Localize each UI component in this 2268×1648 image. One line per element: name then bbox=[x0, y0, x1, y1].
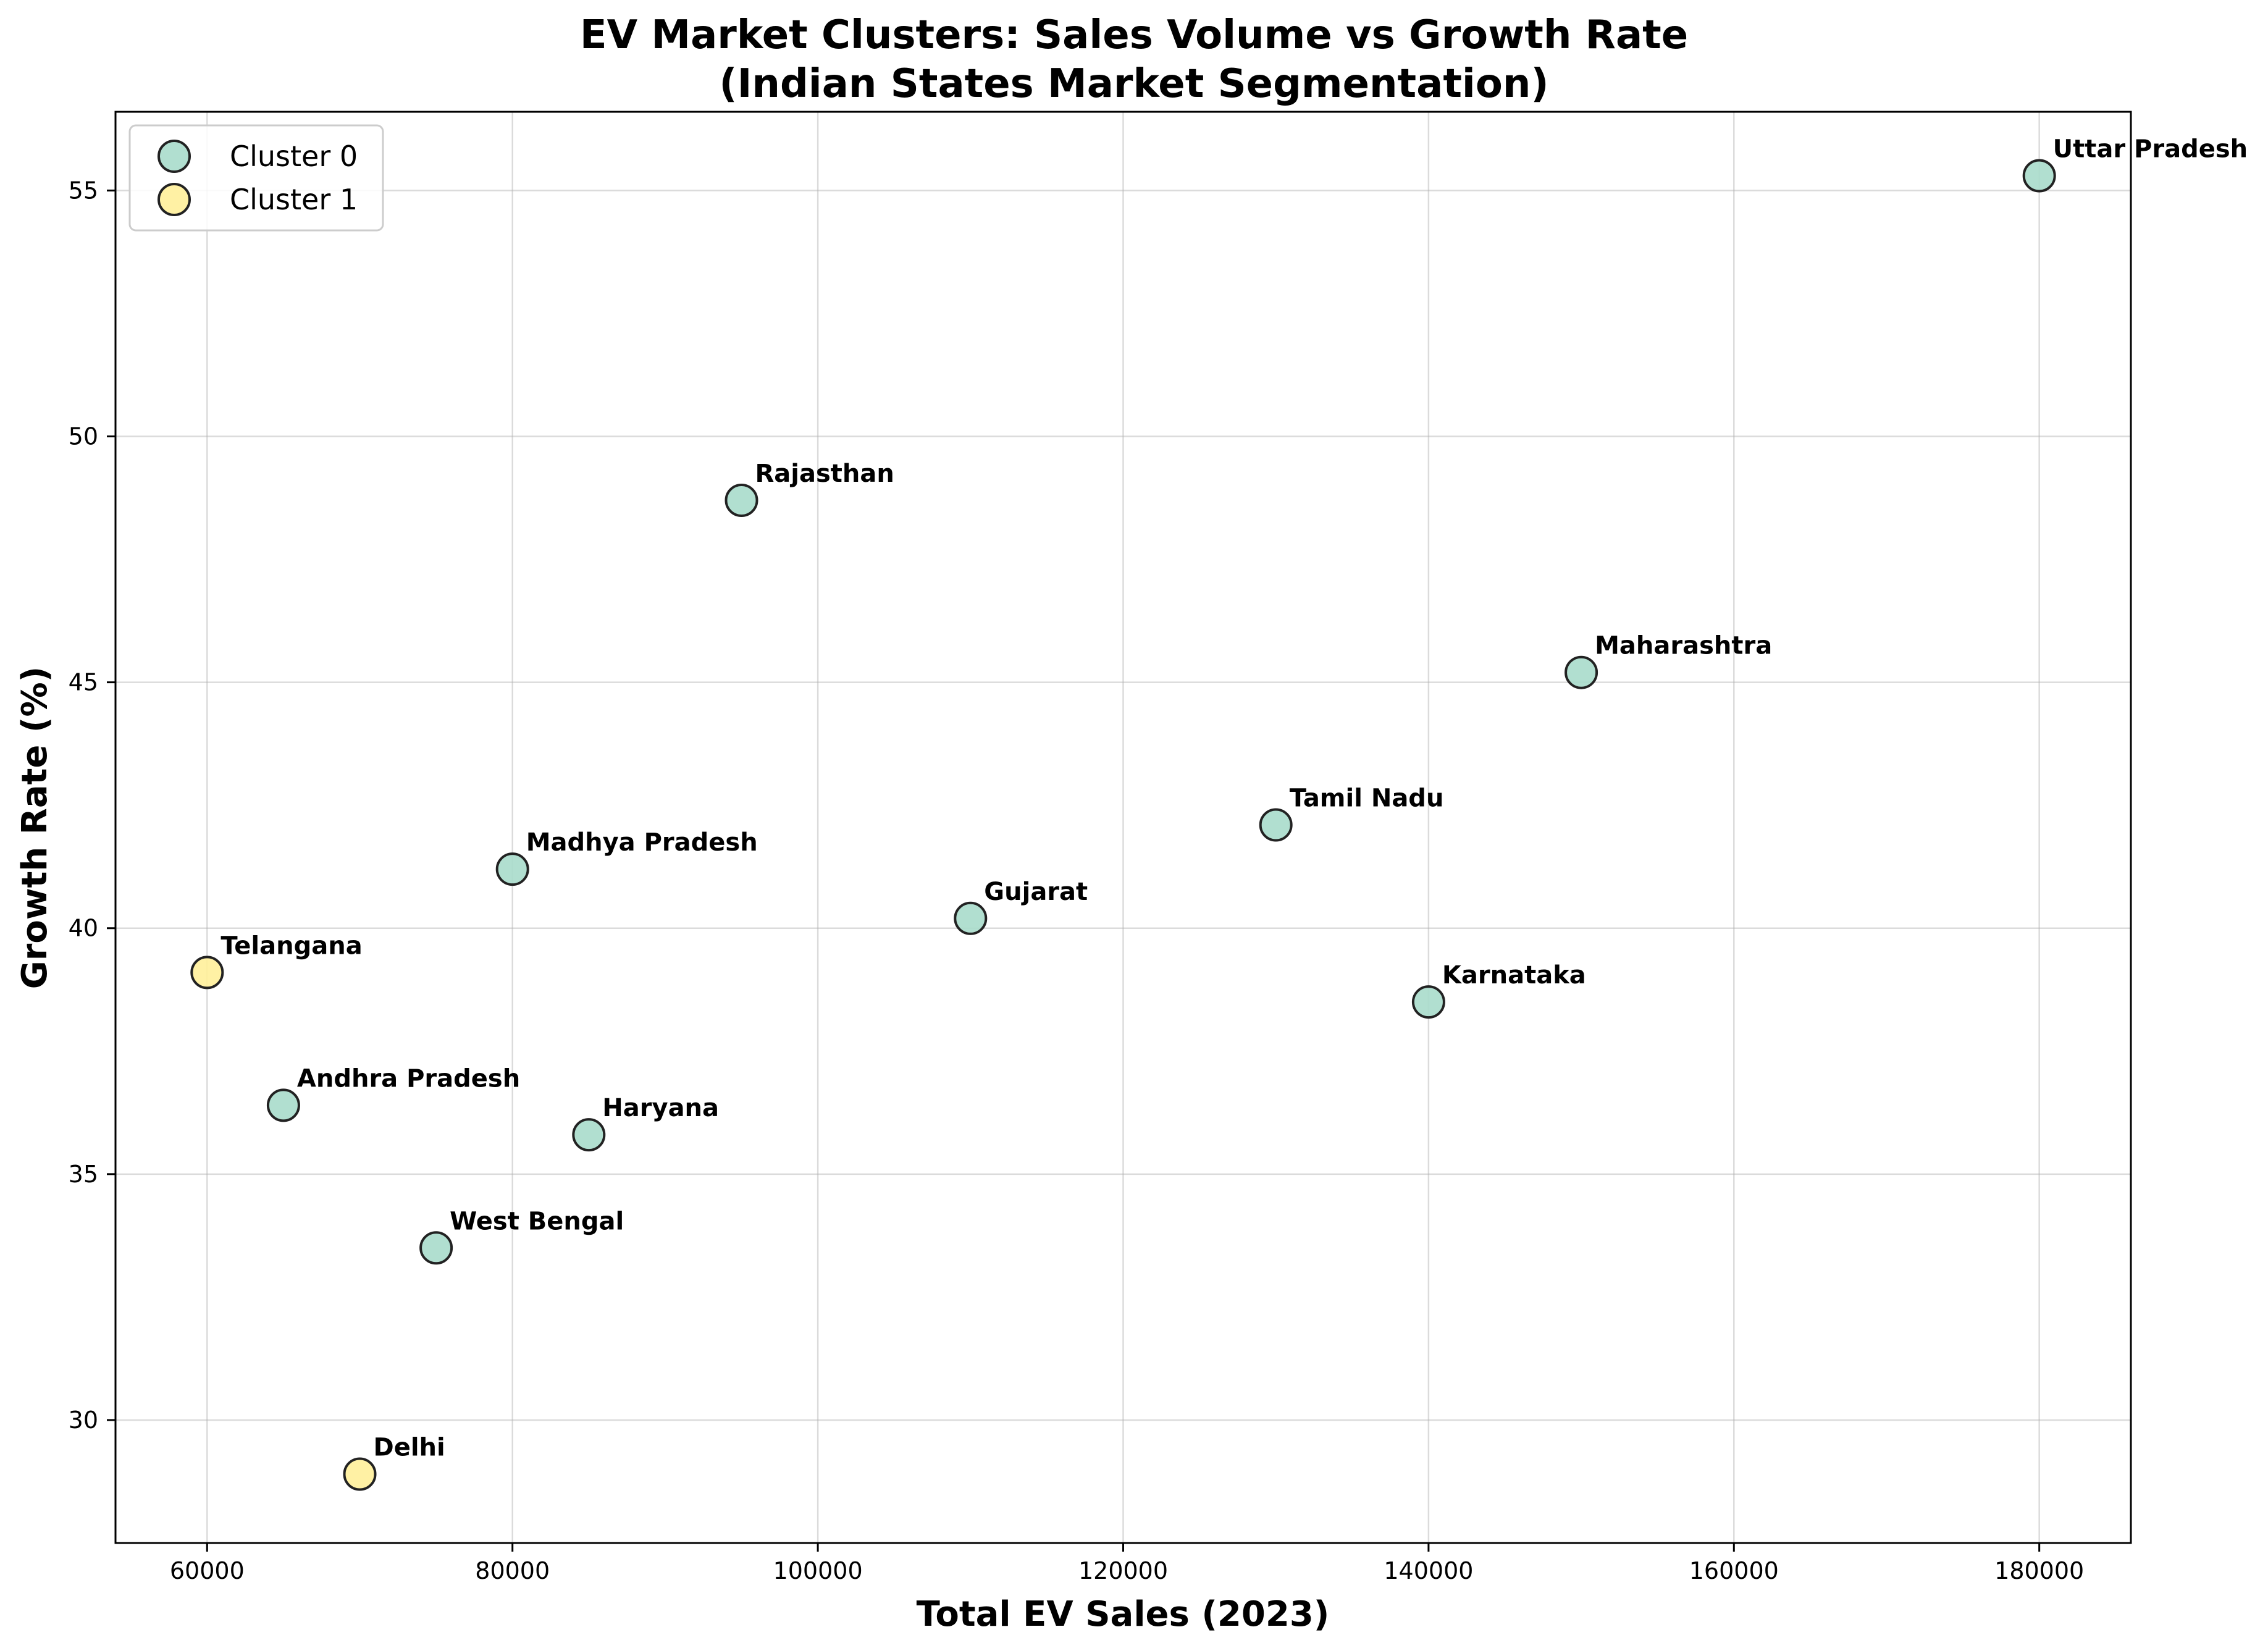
point-label: Haryana bbox=[602, 1094, 719, 1122]
data-point bbox=[419, 1231, 453, 1265]
point-label: West Bengal bbox=[450, 1207, 624, 1235]
x-tick-label: 180000 bbox=[1994, 1557, 2084, 1584]
ticks: 60000 80000 100000 120000 140000 160000 180000… bbox=[69, 177, 2085, 1584]
data-point bbox=[1564, 655, 1598, 689]
x-tick-label: 100000 bbox=[773, 1557, 863, 1584]
x-tick-label: 60000 bbox=[170, 1557, 245, 1584]
data-point bbox=[572, 1118, 606, 1152]
legend-entry-label: Cluster 0 bbox=[230, 140, 358, 173]
x-tick-label: 160000 bbox=[1689, 1557, 1779, 1584]
data-point bbox=[2022, 159, 2056, 193]
x-tick-label: 140000 bbox=[1384, 1557, 1473, 1584]
data-points bbox=[190, 159, 2056, 1491]
point-labels: Uttar Pradesh Rajasthan Maharashtra Tamil N… bbox=[220, 135, 2248, 1462]
data-point bbox=[1411, 985, 1445, 1019]
y-axis-label: Growth Rate (%) bbox=[15, 666, 55, 989]
point-label: Telangana bbox=[220, 931, 362, 960]
point-label: Maharashtra bbox=[1595, 632, 1772, 660]
data-point bbox=[495, 852, 529, 886]
x-axis-label: Total EV Sales (2023) bbox=[917, 1594, 1330, 1634]
data-point bbox=[343, 1457, 377, 1491]
point-label: Karnataka bbox=[1442, 961, 1586, 990]
data-point bbox=[954, 901, 988, 935]
x-tick-label: 80000 bbox=[475, 1557, 550, 1584]
legend-marker bbox=[158, 183, 191, 216]
y-tick-label: 30 bbox=[69, 1406, 98, 1434]
x-tick-label: 120000 bbox=[1078, 1557, 1168, 1584]
legend-entry-label: Cluster 1 bbox=[230, 183, 358, 216]
point-label: Uttar Pradesh bbox=[2053, 135, 2248, 164]
data-point bbox=[724, 484, 758, 518]
legend: Cluster 0 Cluster 1 bbox=[128, 124, 384, 232]
data-point bbox=[190, 956, 224, 990]
data-point bbox=[266, 1088, 300, 1122]
y-tick-label: 40 bbox=[69, 915, 98, 942]
chart-subtitle: (Indian States Market Segmentation) bbox=[719, 61, 1548, 107]
legend-marker bbox=[158, 140, 191, 173]
point-label: Tamil Nadu bbox=[1290, 784, 1444, 813]
grid bbox=[116, 112, 2131, 1543]
y-tick-label: 45 bbox=[69, 669, 98, 696]
point-label: Delhi bbox=[374, 1434, 445, 1462]
data-point bbox=[1259, 808, 1293, 842]
point-label: Gujarat bbox=[984, 878, 1088, 906]
y-tick-label: 55 bbox=[69, 177, 98, 204]
y-tick-label: 35 bbox=[69, 1161, 98, 1188]
point-label: Andhra Pradesh bbox=[297, 1064, 520, 1093]
point-label: Rajasthan bbox=[755, 460, 894, 488]
point-label: Madhya Pradesh bbox=[526, 828, 758, 857]
y-tick-label: 50 bbox=[69, 423, 98, 450]
chart-title: EV Market Clusters: Sales Volume vs Grow… bbox=[580, 12, 1688, 58]
legend-box bbox=[128, 124, 384, 232]
plot-area-frame bbox=[114, 111, 2132, 1544]
